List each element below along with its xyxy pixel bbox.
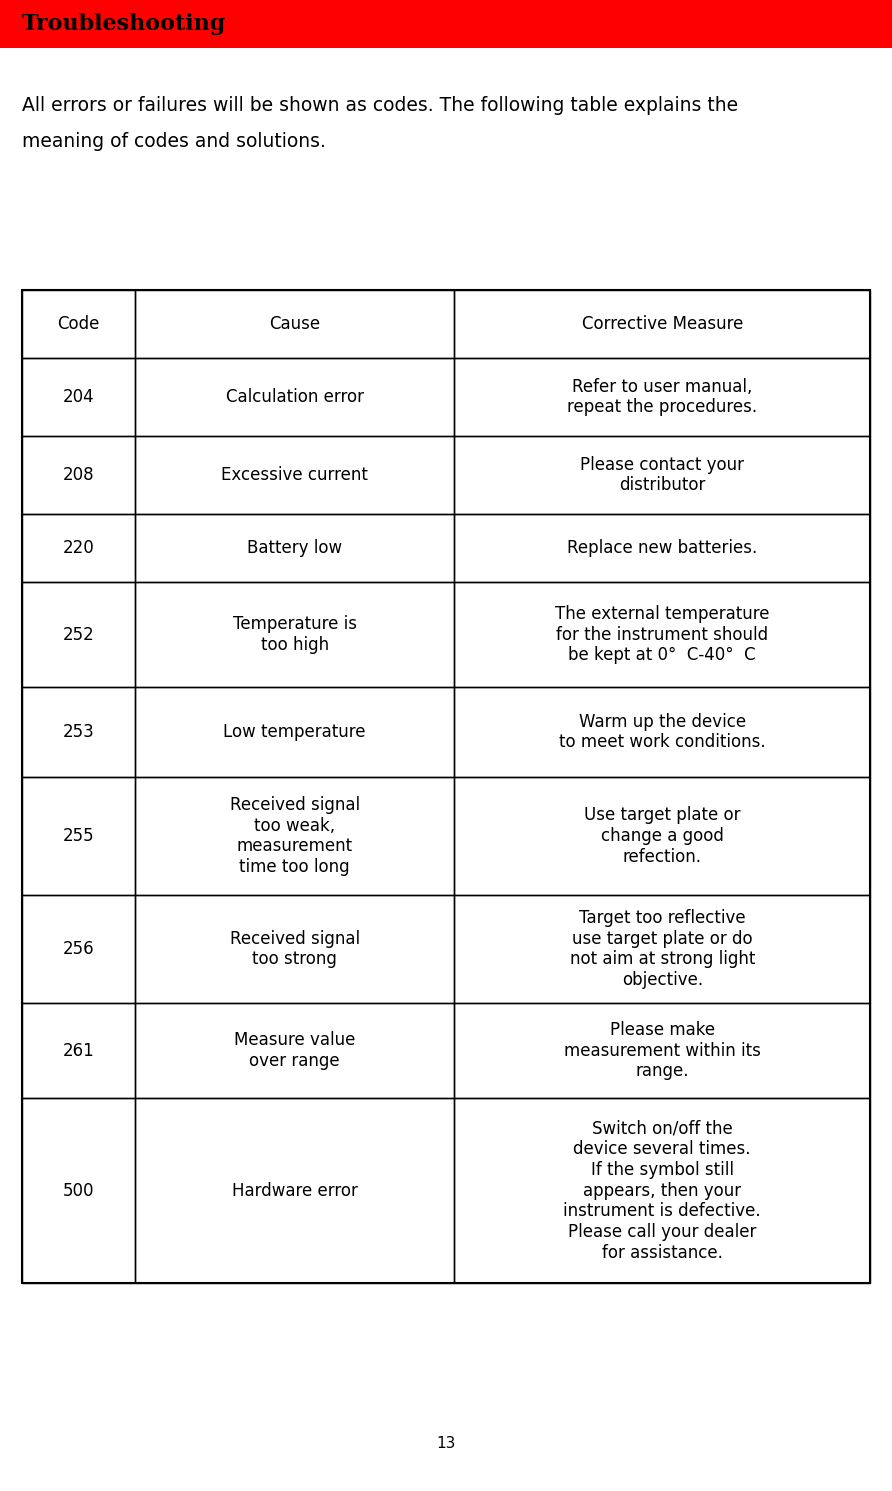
Bar xyxy=(22,895,135,1003)
Text: Received signal
too weak,
measurement
time too long: Received signal too weak, measurement ti… xyxy=(229,796,359,877)
Text: 256: 256 xyxy=(62,939,95,959)
Bar xyxy=(455,514,870,581)
Bar xyxy=(135,358,455,435)
Text: Excessive current: Excessive current xyxy=(221,467,368,485)
Text: 204: 204 xyxy=(62,388,95,406)
Bar xyxy=(135,895,455,1003)
Text: Battery low: Battery low xyxy=(247,540,343,558)
Bar xyxy=(22,1097,135,1282)
Text: 208: 208 xyxy=(62,467,95,485)
Text: Replace new batteries.: Replace new batteries. xyxy=(567,540,757,558)
Bar xyxy=(455,1003,870,1097)
Text: Troubleshooting: Troubleshooting xyxy=(22,13,227,34)
Bar xyxy=(455,435,870,514)
Text: Please make
measurement within its
range.: Please make measurement within its range… xyxy=(564,1021,761,1081)
Bar xyxy=(455,358,870,435)
Bar xyxy=(22,291,870,1282)
Bar xyxy=(455,687,870,777)
Text: Warm up the device
to meet work conditions.: Warm up the device to meet work conditio… xyxy=(559,713,765,751)
Text: 13: 13 xyxy=(436,1436,456,1451)
Bar xyxy=(135,777,455,895)
Text: Switch on/off the
device several times.
If the symbol still
appears, then your
i: Switch on/off the device several times. … xyxy=(564,1120,761,1261)
Text: Received signal
too strong: Received signal too strong xyxy=(229,929,359,968)
Text: The external temperature
for the instrument should
be kept at 0°  C-40°  C: The external temperature for the instrum… xyxy=(555,605,770,665)
Bar xyxy=(0,0,892,48)
Text: 255: 255 xyxy=(62,828,95,845)
Text: Temperature is
too high: Temperature is too high xyxy=(233,616,357,655)
Bar xyxy=(455,1097,870,1282)
Bar xyxy=(135,1097,455,1282)
Bar xyxy=(455,291,870,358)
Text: 500: 500 xyxy=(62,1181,95,1199)
Bar xyxy=(22,435,135,514)
Bar xyxy=(135,435,455,514)
Text: Refer to user manual,
repeat the procedures.: Refer to user manual, repeat the procedu… xyxy=(567,377,757,416)
Text: Hardware error: Hardware error xyxy=(232,1181,358,1199)
Bar xyxy=(455,581,870,687)
Text: meaning of codes and solutions.: meaning of codes and solutions. xyxy=(22,133,326,151)
Bar xyxy=(22,1003,135,1097)
Bar xyxy=(135,514,455,581)
Text: Target too reflective
use target plate or do
not aim at strong light
objective.: Target too reflective use target plate o… xyxy=(570,910,755,989)
Text: 252: 252 xyxy=(62,626,95,644)
Bar xyxy=(22,291,135,358)
Text: Measure value
over range: Measure value over range xyxy=(234,1032,355,1071)
Text: Calculation error: Calculation error xyxy=(226,388,364,406)
Bar xyxy=(22,358,135,435)
Bar xyxy=(22,514,135,581)
Bar xyxy=(22,687,135,777)
Bar xyxy=(135,1003,455,1097)
Text: 261: 261 xyxy=(62,1042,95,1060)
Bar xyxy=(135,687,455,777)
Bar xyxy=(22,777,135,895)
Text: Low temperature: Low temperature xyxy=(223,723,366,741)
Bar xyxy=(135,291,455,358)
Bar xyxy=(455,777,870,895)
Text: Please contact your
distributor: Please contact your distributor xyxy=(580,456,744,495)
Text: Code: Code xyxy=(57,315,100,332)
Bar xyxy=(22,581,135,687)
Text: 253: 253 xyxy=(62,723,95,741)
Text: Corrective Measure: Corrective Measure xyxy=(582,315,743,332)
Bar xyxy=(135,581,455,687)
Text: Cause: Cause xyxy=(269,315,320,332)
Bar xyxy=(455,895,870,1003)
Text: Use target plate or
change a good
refection.: Use target plate or change a good refect… xyxy=(584,807,740,866)
Text: All errors or failures will be shown as codes. The following table explains the: All errors or failures will be shown as … xyxy=(22,95,738,115)
Text: 220: 220 xyxy=(62,540,95,558)
